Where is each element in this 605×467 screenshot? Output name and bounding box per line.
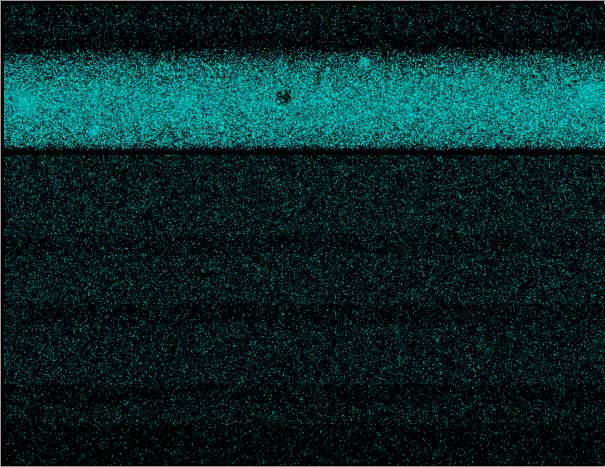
fluorescence-micrograph xyxy=(4,4,605,465)
